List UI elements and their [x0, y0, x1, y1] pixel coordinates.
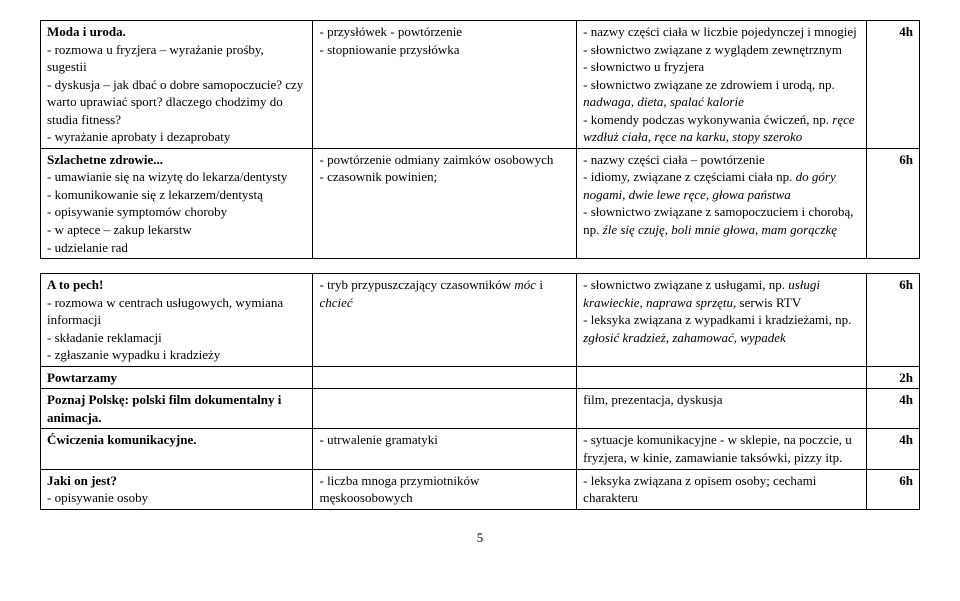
grammar-cell: - tryb przypuszczający czasowników móc i…	[313, 274, 577, 367]
hours-cell: 4h	[867, 21, 920, 149]
topic-cell: Poznaj Polskę: polski film dokumentalny …	[41, 389, 313, 429]
topic-cell: Powtarzamy	[41, 366, 313, 389]
page-number: 5	[40, 530, 920, 546]
vocab-cell: - słownictwo związane z usługami, np. us…	[577, 274, 867, 367]
table-row: Poznaj Polskę: polski film dokumentalny …	[41, 389, 920, 429]
hours-cell: 4h	[867, 429, 920, 469]
table-row: Moda i uroda.- rozmowa u fryzjera – wyra…	[41, 21, 920, 149]
topic-cell: Jaki on jest?- opisywanie osoby	[41, 469, 313, 509]
hours-cell: 6h	[867, 148, 920, 258]
grammar-cell: - liczba mnoga przymiotników męskoosobow…	[313, 469, 577, 509]
grammar-cell	[313, 389, 577, 429]
separator-row	[41, 259, 920, 274]
vocab-cell: - nazwy części ciała w liczbie pojedyncz…	[577, 21, 867, 149]
curriculum-table: Moda i uroda.- rozmowa u fryzjera – wyra…	[40, 20, 920, 510]
table-row: Powtarzamy 2h	[41, 366, 920, 389]
table-row: Szlachetne zdrowie...- umawianie się na …	[41, 148, 920, 258]
topic-cell: Moda i uroda.- rozmowa u fryzjera – wyra…	[41, 21, 313, 149]
vocab-cell	[577, 366, 867, 389]
vocab-cell: - leksyka związana z opisem osoby; cecha…	[577, 469, 867, 509]
vocab-cell: - sytuacje komunikacyjne - w sklepie, na…	[577, 429, 867, 469]
topic-cell: A to pech!- rozmowa w centrach usługowyc…	[41, 274, 313, 367]
hours-cell: 6h	[867, 469, 920, 509]
vocab-cell: - nazwy części ciała – powtórzenie- idio…	[577, 148, 867, 258]
hours-cell: 6h	[867, 274, 920, 367]
vocab-cell: film, prezentacja, dyskusja	[577, 389, 867, 429]
table-row: Ćwiczenia komunikacyjne.- utrwalenie gra…	[41, 429, 920, 469]
hours-cell: 4h	[867, 389, 920, 429]
grammar-cell: - utrwalenie gramatyki	[313, 429, 577, 469]
hours-cell: 2h	[867, 366, 920, 389]
topic-cell: Ćwiczenia komunikacyjne.	[41, 429, 313, 469]
table-row: Jaki on jest?- opisywanie osoby- liczba …	[41, 469, 920, 509]
table-row: A to pech!- rozmowa w centrach usługowyc…	[41, 274, 920, 367]
topic-cell: Szlachetne zdrowie...- umawianie się na …	[41, 148, 313, 258]
grammar-cell: - powtórzenie odmiany zaimków osobowych-…	[313, 148, 577, 258]
grammar-cell: - przysłówek - powtórzenie- stopniowanie…	[313, 21, 577, 149]
grammar-cell	[313, 366, 577, 389]
